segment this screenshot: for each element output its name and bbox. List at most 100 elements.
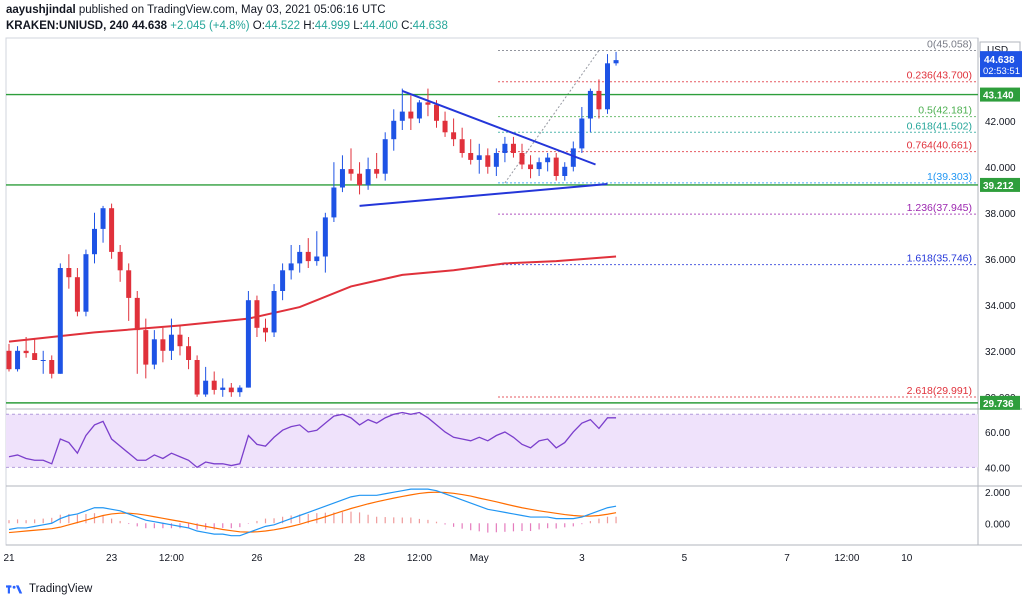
candle-down: [160, 339, 166, 351]
candle-down: [6, 350, 12, 370]
candle-up: [331, 187, 337, 218]
candle-up: [288, 263, 294, 271]
open-label: O:: [252, 20, 265, 32]
candle-down: [528, 164, 534, 170]
price-tick-label: 40.000: [985, 163, 1016, 174]
candle-up: [322, 217, 328, 257]
candle-up: [365, 169, 371, 186]
candle-down: [134, 297, 140, 331]
candle-down: [254, 300, 260, 328]
candle-down: [553, 157, 559, 176]
candle-up: [382, 139, 388, 174]
candle-down: [468, 153, 474, 160]
fib-level-label: 0.236(43.700): [907, 70, 972, 82]
author-name[interactable]: aayushjindal: [6, 4, 76, 16]
macd-line: [8, 488, 617, 537]
candle-down: [408, 111, 414, 119]
candle-up: [100, 208, 106, 229]
tradingview-logo-icon: [6, 585, 23, 594]
open-value: 44.522: [264, 20, 301, 32]
price-tick-label: 38.000: [985, 209, 1016, 220]
candle-down: [510, 143, 516, 153]
rsi-band: [6, 414, 978, 468]
candle-up: [579, 118, 585, 149]
candle-up: [297, 251, 303, 264]
support-price-label: 29.736: [983, 399, 1014, 410]
candle-down: [596, 90, 602, 110]
last-price: 44.638: [131, 20, 168, 32]
candle-down: [49, 360, 55, 374]
candle-up: [220, 387, 226, 390]
candle-down: [211, 380, 217, 390]
price-tick-label: 34.000: [985, 301, 1016, 312]
candle-down: [348, 169, 354, 174]
chart-canvas[interactable]: 42.000 40.000 38.000 36.000 34.000 32.000 3 0.0…: [0, 0, 1024, 580]
chart-frame: [5, 37, 979, 546]
fib-level-label: 1.618(35.746): [907, 253, 972, 265]
candle-up: [203, 380, 209, 395]
low-value: 44.400: [362, 20, 398, 32]
support-price-label: 39.212: [983, 181, 1014, 192]
tradingview-footer[interactable]: TradingView: [6, 583, 92, 595]
candle-down: [143, 330, 149, 365]
candle-up: [536, 162, 542, 170]
candle-up: [545, 157, 551, 163]
currency-label: USD: [987, 45, 1008, 56]
candle-up: [562, 166, 568, 176]
candle-up: [92, 228, 97, 255]
high-label: H:: [303, 20, 315, 32]
time-tick-label: May: [470, 553, 489, 564]
candle-down: [194, 360, 200, 395]
candle-down: [23, 350, 29, 354]
candle-up: [587, 90, 593, 119]
candle-down: [485, 155, 491, 167]
published-text: published on TradingView.com, May 03, 20…: [78, 4, 386, 16]
candle-up: [416, 102, 422, 119]
candle-down: [305, 251, 311, 262]
candle-down: [519, 153, 525, 165]
candle-up: [245, 300, 251, 388]
time-tick-label: 12:00: [834, 553, 859, 564]
candle-down: [263, 327, 268, 333]
candle-down: [451, 132, 457, 140]
candle-down: [74, 277, 80, 312]
symbol-name[interactable]: KRAKEN:UNIUSD, 240: [6, 20, 129, 32]
candle-up: [280, 270, 286, 291]
low-label: L:: [353, 20, 363, 32]
close-value: 44.638: [412, 20, 448, 32]
candle-up: [570, 148, 576, 167]
moving-average-line: [8, 255, 617, 343]
candle-down: [32, 353, 38, 360]
publish-info: aayushjindal published on TradingView.co…: [6, 3, 386, 17]
time-tick-label: 26: [251, 553, 263, 564]
candle-down: [126, 270, 132, 298]
candle-down: [434, 104, 439, 121]
rsi-line: [8, 411, 617, 469]
footer-brand: TradingView: [29, 583, 93, 595]
fib-connector-line: [504, 50, 600, 184]
symbol-legend: KRAKEN:UNIUSD, 240 44.638 +2.045 (+4.8%)…: [6, 19, 448, 33]
fib-level-label: 2.618(29.991): [907, 385, 972, 397]
time-tick-label: 5: [682, 553, 688, 564]
candle-up: [40, 360, 46, 361]
candle-down: [228, 387, 234, 393]
candle-down: [357, 173, 363, 186]
time-tick-label: 12:00: [159, 553, 184, 564]
candle-up: [613, 60, 619, 64]
candle-up: [168, 334, 174, 351]
candle-up: [493, 153, 499, 167]
close-label: C:: [401, 20, 413, 32]
time-tick-label: 10: [901, 553, 913, 564]
candle-up: [391, 120, 397, 140]
rsi-tick-label: 60.00: [985, 428, 1010, 439]
candle-down: [177, 334, 183, 347]
candle-up: [502, 143, 508, 153]
candle-down: [459, 139, 465, 153]
candle-down: [66, 268, 72, 278]
time-tick-label: 23: [106, 553, 118, 564]
candle-up: [314, 256, 320, 262]
time-tick-label: 3: [579, 553, 585, 564]
candle-up: [399, 111, 405, 121]
time-tick-label: 7: [784, 553, 790, 564]
fib-level-label: 0.618(41.502): [907, 120, 972, 132]
